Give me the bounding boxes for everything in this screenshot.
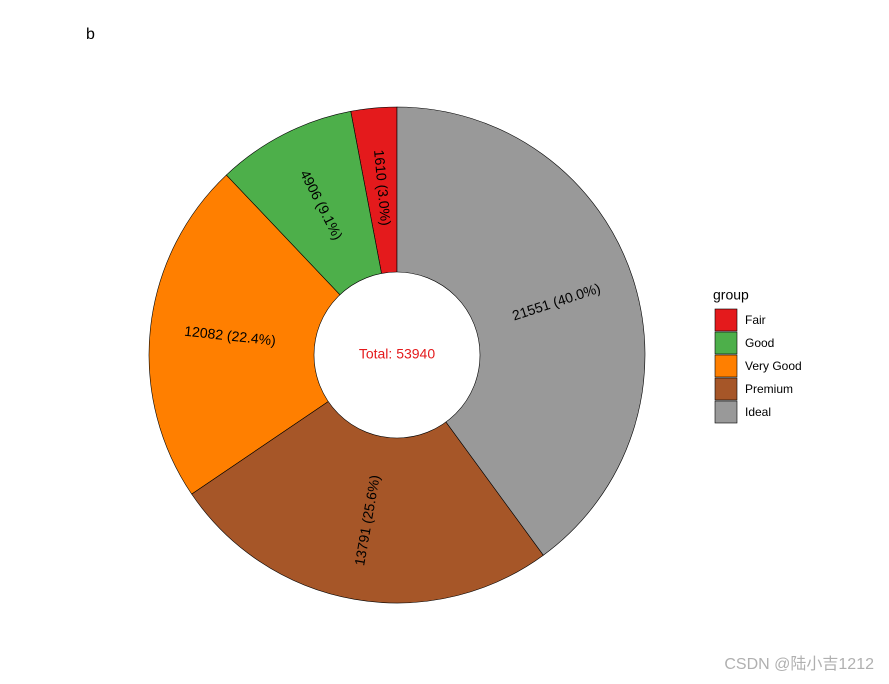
legend-key [714,331,738,355]
watermark: CSDN @陆小吉1212 [724,655,874,673]
legend-label: Ideal [745,405,771,419]
legend-label: Premium [745,382,793,396]
donut-slice [396,106,646,556]
slice-label: 1610 (3.0%) [371,149,394,226]
chart-tag: b [86,26,95,43]
donut-hole [313,271,481,439]
legend-label: Fair [745,313,766,327]
legend-key [714,354,738,378]
center-label: Total: 53940 [359,346,435,362]
legend-title: group [713,287,749,303]
donut-slice [148,174,398,495]
legend-label: Very Good [745,359,802,373]
legend-key [714,308,738,332]
legend-key [714,400,738,424]
donut-slice [191,354,544,604]
legend-label: Good [745,336,774,350]
legend-key [714,377,738,401]
